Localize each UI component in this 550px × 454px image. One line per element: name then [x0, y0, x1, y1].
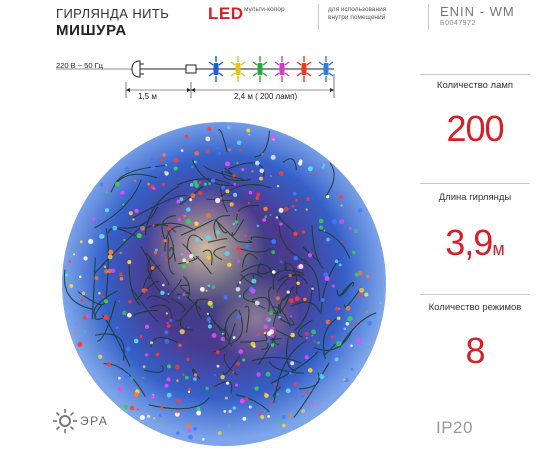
led-bulb-icon	[208, 56, 224, 82]
voltage-label: 220 В ~ 50 Гц	[56, 61, 103, 70]
led-bulb-icon	[230, 56, 246, 82]
ip-rating: IP20	[436, 418, 473, 437]
era-logo-icon	[53, 409, 77, 433]
led-bulb-icon	[274, 56, 290, 82]
plug-icon	[131, 60, 144, 78]
led-bulb-icon	[252, 56, 268, 82]
led-bulb-icon	[318, 56, 334, 82]
lamp-count-value: 200	[446, 108, 504, 149]
header-divider	[318, 4, 319, 30]
modes-label: Количество режимов	[428, 302, 522, 313]
wiring-diagram	[56, 56, 335, 98]
spec-divider	[420, 74, 530, 75]
product-name-title: МИШУРА	[56, 22, 127, 39]
modes-value: 8	[465, 330, 485, 371]
article-number: Б0047972	[440, 20, 476, 27]
length-value: 3,9м	[445, 222, 505, 263]
cable-length-label: 1,5 м	[138, 92, 157, 101]
controller-box	[185, 64, 197, 74]
indoor-use-note: для использования внутри помещений	[328, 6, 387, 21]
product-type-title: ГИРЛЯНДА НИТЬ	[56, 6, 170, 21]
garland-length-label: 2,4 м ( 200 ламп)	[234, 92, 298, 101]
garland-photo	[62, 122, 386, 446]
spec-divider	[420, 294, 530, 295]
led-bulb-icon	[296, 56, 312, 82]
spec-divider	[420, 183, 530, 184]
led-label: LED	[208, 4, 244, 23]
brand-name: ЭРА	[80, 414, 109, 428]
length-label: Длина гирлянды	[438, 192, 512, 203]
header-divider	[428, 4, 429, 30]
model-code: ENIN - WM	[440, 4, 515, 19]
lamp-count-label: Количество ламп	[436, 80, 514, 91]
led-color-note: мульти-колор	[244, 6, 285, 13]
